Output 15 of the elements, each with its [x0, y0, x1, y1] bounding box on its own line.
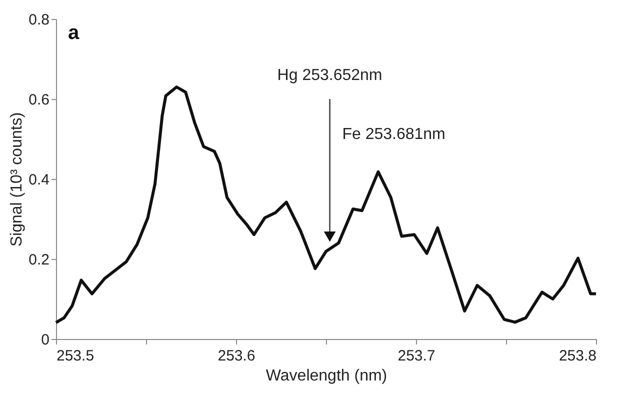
annotation: Hg 253.652nm [277, 67, 382, 84]
annotation: a [68, 22, 80, 44]
y-axis-title: Signal (10³ counts) [8, 112, 26, 247]
x-tick-label: 253.5 [56, 348, 94, 364]
y-tick-label: 0.6 [28, 92, 50, 108]
y-tick-label: 0 [41, 332, 50, 348]
x-tick-label: 253.8 [558, 348, 596, 364]
y-tick-label: 0.2 [28, 252, 50, 268]
x-axis-title: Wavelength (nm) [266, 368, 388, 384]
x-tick-label: 253.7 [398, 348, 436, 364]
y-tick-label: 0.4 [28, 172, 50, 188]
x-tick-label: 253.6 [218, 348, 256, 364]
annotation: Fe 253.681nm [342, 126, 446, 143]
y-tick-label: 0.8 [28, 12, 50, 28]
line-series [54, 86, 598, 324]
